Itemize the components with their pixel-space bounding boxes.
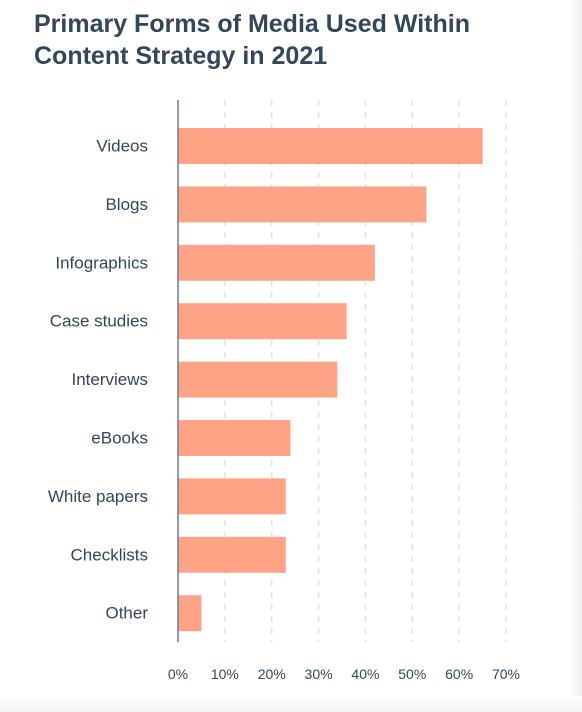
category-label: Infographics xyxy=(55,253,148,272)
category-label: Case studies xyxy=(50,312,148,331)
x-tick-label: 30% xyxy=(305,666,333,682)
category-label: eBooks xyxy=(91,429,148,448)
category-label: Videos xyxy=(96,137,148,156)
category-label: Blogs xyxy=(105,195,148,214)
category-label: Checklists xyxy=(71,545,148,564)
x-tick-label: 70% xyxy=(492,666,520,682)
bar xyxy=(178,244,375,281)
page-bottom-shadow xyxy=(0,696,582,712)
bar xyxy=(178,536,286,573)
bar xyxy=(178,303,347,340)
x-tick-label: 0% xyxy=(168,666,188,682)
chart-title: Primary Forms of Media Used Within Conte… xyxy=(34,10,470,70)
x-tick-label: 40% xyxy=(351,666,379,682)
bar xyxy=(178,595,202,632)
x-tick-label: 10% xyxy=(211,666,239,682)
category-label: White papers xyxy=(48,487,148,506)
x-tick-label: 60% xyxy=(445,666,473,682)
bar xyxy=(178,420,291,456)
bar xyxy=(178,361,338,398)
bar xyxy=(178,186,427,223)
category-label: Other xyxy=(105,604,148,623)
category-label: Interviews xyxy=(71,370,148,389)
bar xyxy=(178,478,286,515)
x-tick-label: 20% xyxy=(258,666,286,682)
x-tick-label: 50% xyxy=(398,666,426,682)
page-edge-shadow xyxy=(570,0,582,712)
bar xyxy=(178,128,483,164)
